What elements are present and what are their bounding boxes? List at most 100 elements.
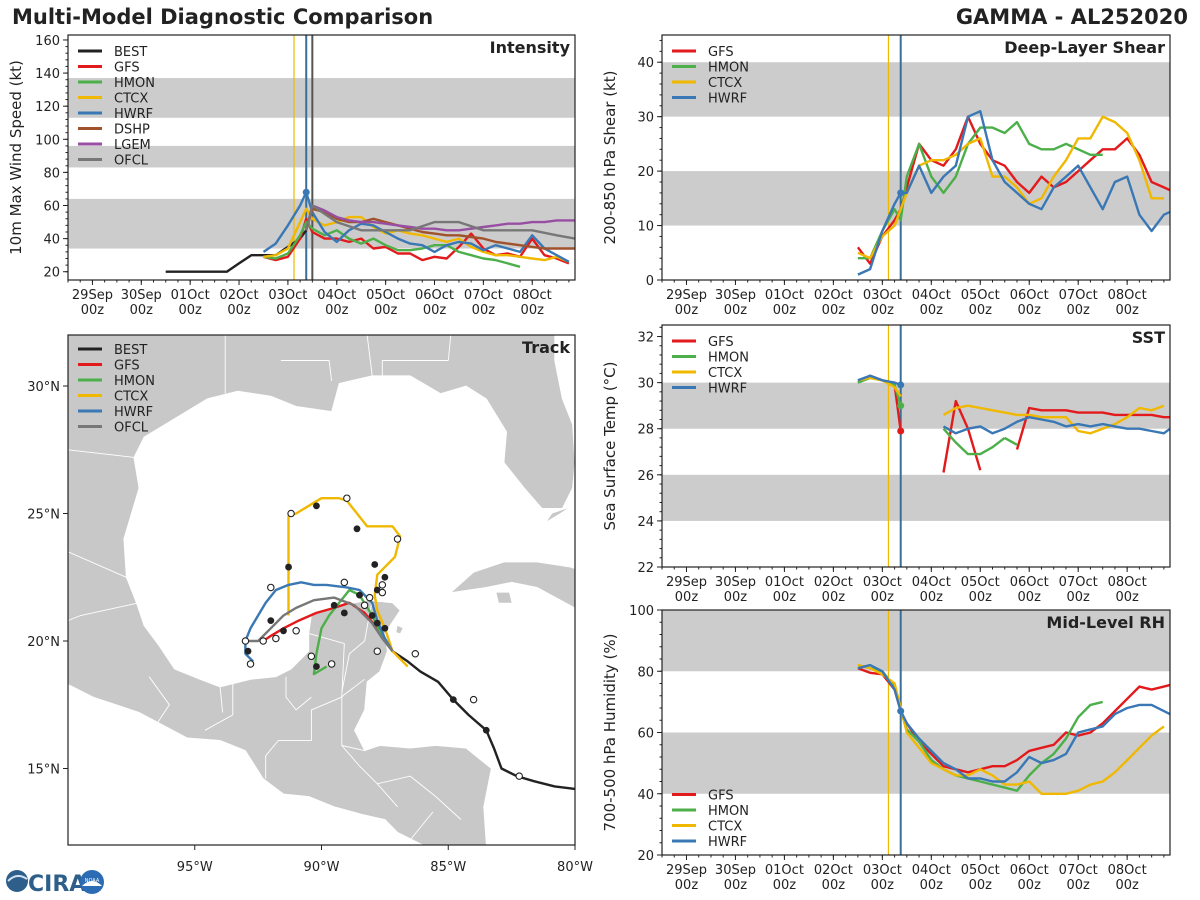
x-tick-label-hour: 00z <box>325 303 349 318</box>
track-point-filled <box>244 647 252 655</box>
track-point-open <box>241 637 250 645</box>
legend-label-hwrf: HWRF <box>708 382 747 397</box>
track-point-open <box>393 535 402 543</box>
shaded-band <box>662 474 1170 521</box>
legend-label-hmon: HMON <box>114 374 155 389</box>
x-tick-label-date: 05Oct <box>961 575 1000 590</box>
political-border <box>68 602 140 622</box>
track-line-ofcl <box>245 596 394 652</box>
legend-label-gfs: GFS <box>114 359 140 374</box>
series-line-ctcx <box>942 404 1165 435</box>
track-point-filled <box>449 696 457 704</box>
x-tick-label-date: 02Oct <box>814 575 853 590</box>
x-tick-label-date: 07Oct <box>1059 863 1098 878</box>
x-tick-label-hour: 00z <box>822 590 846 605</box>
legend-label-hwrf: HWRF <box>114 107 153 122</box>
storm-name: GAMMA - AL252020 <box>956 5 1188 29</box>
legend-label-ctcx: CTCX <box>114 92 148 107</box>
series-line-best <box>165 229 308 273</box>
political-border <box>265 678 365 779</box>
series-line-ctcx <box>263 207 570 263</box>
x-tick-label-date: 06Oct <box>1010 863 1049 878</box>
legend-label-best: BEST <box>114 343 147 358</box>
political-border <box>280 360 333 381</box>
cira-logo: CIRA NOAA <box>6 870 104 897</box>
legend-label-lgem: LGEM <box>114 138 151 153</box>
x-tick-label-date: 04Oct <box>317 288 356 303</box>
y-tick-label: 0 <box>646 274 654 289</box>
y-tick-label: 26 <box>637 469 654 484</box>
x-tick-label-hour: 00z <box>1067 878 1091 893</box>
legend-label-dshp: DSHP <box>114 123 150 138</box>
legend-label-ctcx: CTCX <box>708 366 742 381</box>
political-border <box>447 335 452 361</box>
track-point-filled <box>267 617 275 624</box>
x-tick-label-date: 03Oct <box>863 288 902 303</box>
y-axis-label: 200-850 hPa Shear (kt) <box>601 71 619 245</box>
series-line-hmon <box>263 220 521 268</box>
track-point-open <box>272 634 280 643</box>
track-point-open <box>259 637 267 645</box>
political-border <box>219 686 224 713</box>
x-tick-label-date: 01Oct <box>765 288 804 303</box>
shaded-band <box>662 171 1170 226</box>
x-tick-label-hour: 00z <box>920 878 944 893</box>
track-point-filled <box>381 573 389 581</box>
rh-panel: 2040608010029Sep00z30Sep00z01Oct00z02Oct… <box>601 604 1171 893</box>
y-tick-label: 32 <box>637 331 654 346</box>
x-tick-label-hour: 00z <box>822 878 846 893</box>
x-tick-label-hour: 00z <box>969 590 993 605</box>
noaa-logo-wave-icon <box>82 881 102 886</box>
cuba-land <box>449 561 575 609</box>
legend-label-hmon: HMON <box>708 804 749 819</box>
lon-tick-label: 80°W <box>557 860 593 875</box>
shaded-band <box>662 62 1170 117</box>
lat-tick-label: 25°N <box>27 508 60 523</box>
x-tick-label-hour: 00z <box>1067 303 1091 318</box>
track-point-filled <box>381 624 389 632</box>
x-tick-label-hour: 00z <box>1115 303 1139 318</box>
x-tick-label-date: 29Sep <box>666 288 707 303</box>
y-tick-label: 30 <box>637 377 654 392</box>
legend-label-gfs: GFS <box>114 61 140 76</box>
rh-bands <box>662 610 1170 794</box>
track-point-open <box>373 647 382 655</box>
x-tick-label-date: 05Oct <box>961 288 1000 303</box>
x-tick-label-hour: 00z <box>871 878 895 893</box>
y-tick-label: 120 <box>35 100 60 115</box>
x-tick-label-hour: 00z <box>1018 590 1042 605</box>
shaded-band <box>68 78 575 118</box>
y-tick-label: 30 <box>637 111 654 126</box>
series-line-hwrf <box>942 416 1170 435</box>
x-tick-label-hour: 00z <box>521 303 545 318</box>
shear-series <box>856 109 1170 276</box>
sst-panel: 22242628303229Sep00z30Sep00z01Oct00z02Oc… <box>601 324 1171 605</box>
x-tick-label-date: 02Oct <box>220 288 259 303</box>
political-border <box>409 811 434 841</box>
y-axis-label: 10m Max Wind Speed (kt) <box>7 60 25 255</box>
legend-label-ctcx: CTCX <box>708 820 742 835</box>
shaded-band <box>662 610 1170 672</box>
series-line-hwrf <box>262 191 570 263</box>
intensity-series <box>165 188 575 273</box>
track-point-filled <box>285 563 292 571</box>
track-point-open <box>365 593 374 602</box>
x-tick-label-date: 02Oct <box>814 863 853 878</box>
political-border <box>148 676 170 736</box>
x-tick-label-date: 03Oct <box>863 575 902 590</box>
x-tick-label-date: 05Oct <box>366 288 405 303</box>
x-tick-label-date: 01Oct <box>765 575 804 590</box>
track-point-filled <box>330 601 338 609</box>
legend-label-ctcx: CTCX <box>114 390 148 405</box>
legend-label-best: BEST <box>114 45 147 60</box>
series-line-ofcl <box>305 204 575 240</box>
cira-logo-text: CIRA <box>28 872 86 897</box>
isla-juventud-land <box>496 592 512 603</box>
y-tick-label: 60 <box>637 727 654 742</box>
legend-label-hmon: HMON <box>114 76 155 91</box>
x-tick-label-date: 08Oct <box>1108 288 1147 303</box>
track-point-open <box>327 660 336 668</box>
